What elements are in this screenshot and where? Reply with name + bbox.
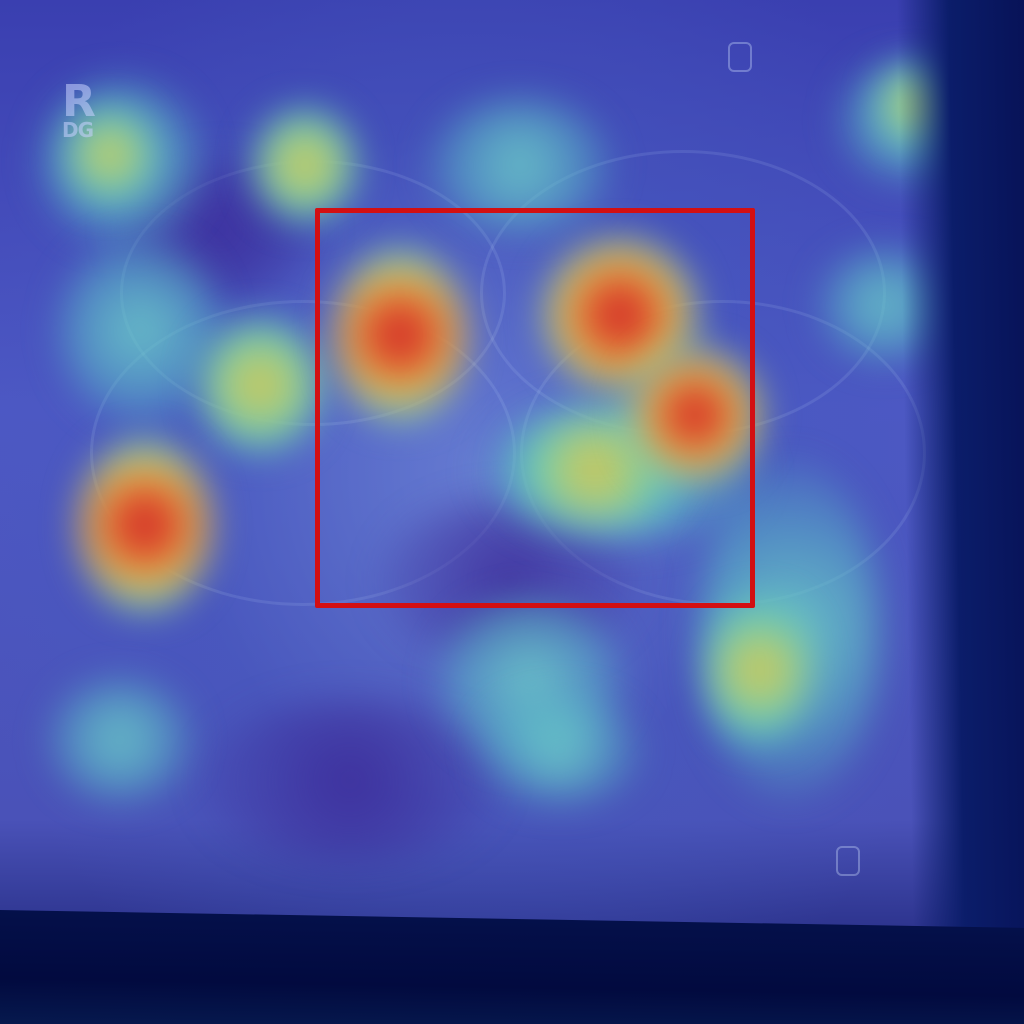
film-edge-right: [896, 0, 1024, 940]
heatmap-cool-region: [60, 240, 220, 420]
side-marker-letter: R: [62, 76, 96, 127]
heatmap-warm-region: [200, 320, 320, 450]
region-bounding-box: [315, 208, 755, 608]
side-marker: R DG: [62, 76, 102, 142]
ecg-electrode: [728, 42, 752, 72]
heatmap-low-region: [200, 700, 500, 860]
heatmap-hot-spot: [335, 250, 465, 420]
heatmap-warm-region: [710, 600, 810, 740]
heatmap-cool-region: [480, 700, 640, 800]
heatmap-warm-region: [255, 110, 355, 220]
heatmap-warm-region: [70, 110, 150, 200]
film-edge-bottom: [0, 910, 1024, 1024]
heatmap-hot-spot: [80, 440, 210, 610]
heatmap-cool-region: [50, 680, 190, 800]
heatmap-hot-spot: [630, 350, 760, 480]
side-marker-sub: DG: [62, 118, 94, 142]
ecg-electrode: [836, 846, 860, 876]
